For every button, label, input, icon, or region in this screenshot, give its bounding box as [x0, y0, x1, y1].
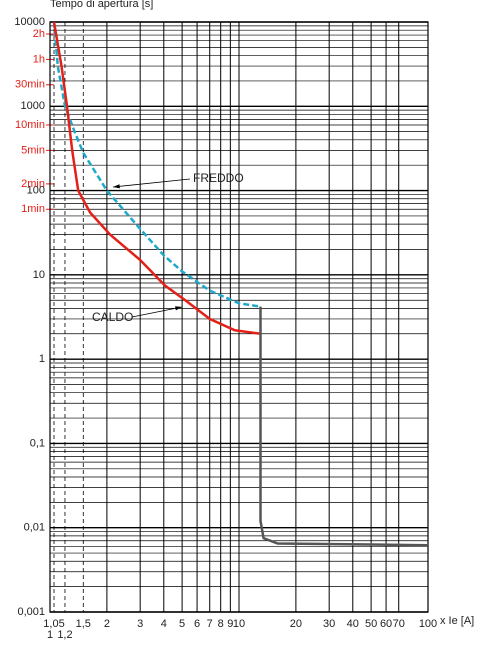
time-tick-label: 2min	[21, 178, 45, 190]
y-tick-label: 1000	[21, 100, 45, 112]
x-tick-label: 70	[393, 618, 405, 630]
arrow-head	[175, 306, 182, 311]
x-tick-label: 50	[365, 618, 377, 630]
y-tick-label: 10000	[14, 16, 45, 28]
y-tick-label: 100	[27, 184, 45, 196]
x-tick-label: 40	[347, 618, 359, 630]
time-tick-label: 1h	[33, 53, 45, 65]
y-tick-label: 0,1	[30, 437, 45, 449]
time-tick-label: 30min	[15, 79, 45, 91]
x-tick-label: 60	[380, 618, 392, 630]
x-tick-label: 9	[227, 618, 233, 630]
time-tick-label: 5min	[21, 144, 45, 156]
time-tick-label: 10min	[15, 119, 45, 131]
x-axis-label: x Ie [A]	[440, 615, 474, 627]
x-tick-label: 10	[233, 618, 245, 630]
y-tick-label: 10	[33, 269, 45, 281]
x-tick-label: 7	[207, 618, 213, 630]
x-tick-label: 2	[104, 618, 110, 630]
x-tick-label: 1,5	[76, 618, 91, 630]
x-tick-label: 6	[194, 618, 200, 630]
x-tick-label: 20	[290, 618, 302, 630]
x-tick-label: 5	[179, 618, 185, 630]
series-line	[259, 306, 429, 547]
annotation: FREDDO	[193, 171, 244, 185]
time-tick-label: 2h	[33, 28, 45, 40]
annotation: CALDO	[92, 310, 133, 324]
time-tick-label: 1min	[21, 203, 45, 215]
x-tick-label: 1,2	[57, 629, 72, 641]
annotation-arrow	[131, 306, 183, 318]
x-tick-label: 1,05	[43, 618, 64, 630]
x-tick-label: 100	[419, 618, 437, 630]
x-tick-label: 1	[47, 629, 53, 641]
x-tick-label: 4	[161, 618, 167, 630]
x-tick-label: 8	[218, 618, 224, 630]
arrow-head	[113, 184, 120, 189]
y-tick-label: 0,001	[17, 606, 45, 618]
y-tick-label: 1	[39, 353, 45, 365]
series-line	[52, 21, 261, 336]
plot-frame	[49, 21, 429, 613]
series-line	[52, 21, 261, 308]
annotation-arrow	[112, 178, 191, 188]
x-tick-label: 30	[323, 618, 335, 630]
y-tick-label: 0,01	[24, 522, 45, 534]
x-tick-label: 3	[137, 618, 143, 630]
chart-title: Tempo di apertura [s]	[50, 0, 153, 10]
